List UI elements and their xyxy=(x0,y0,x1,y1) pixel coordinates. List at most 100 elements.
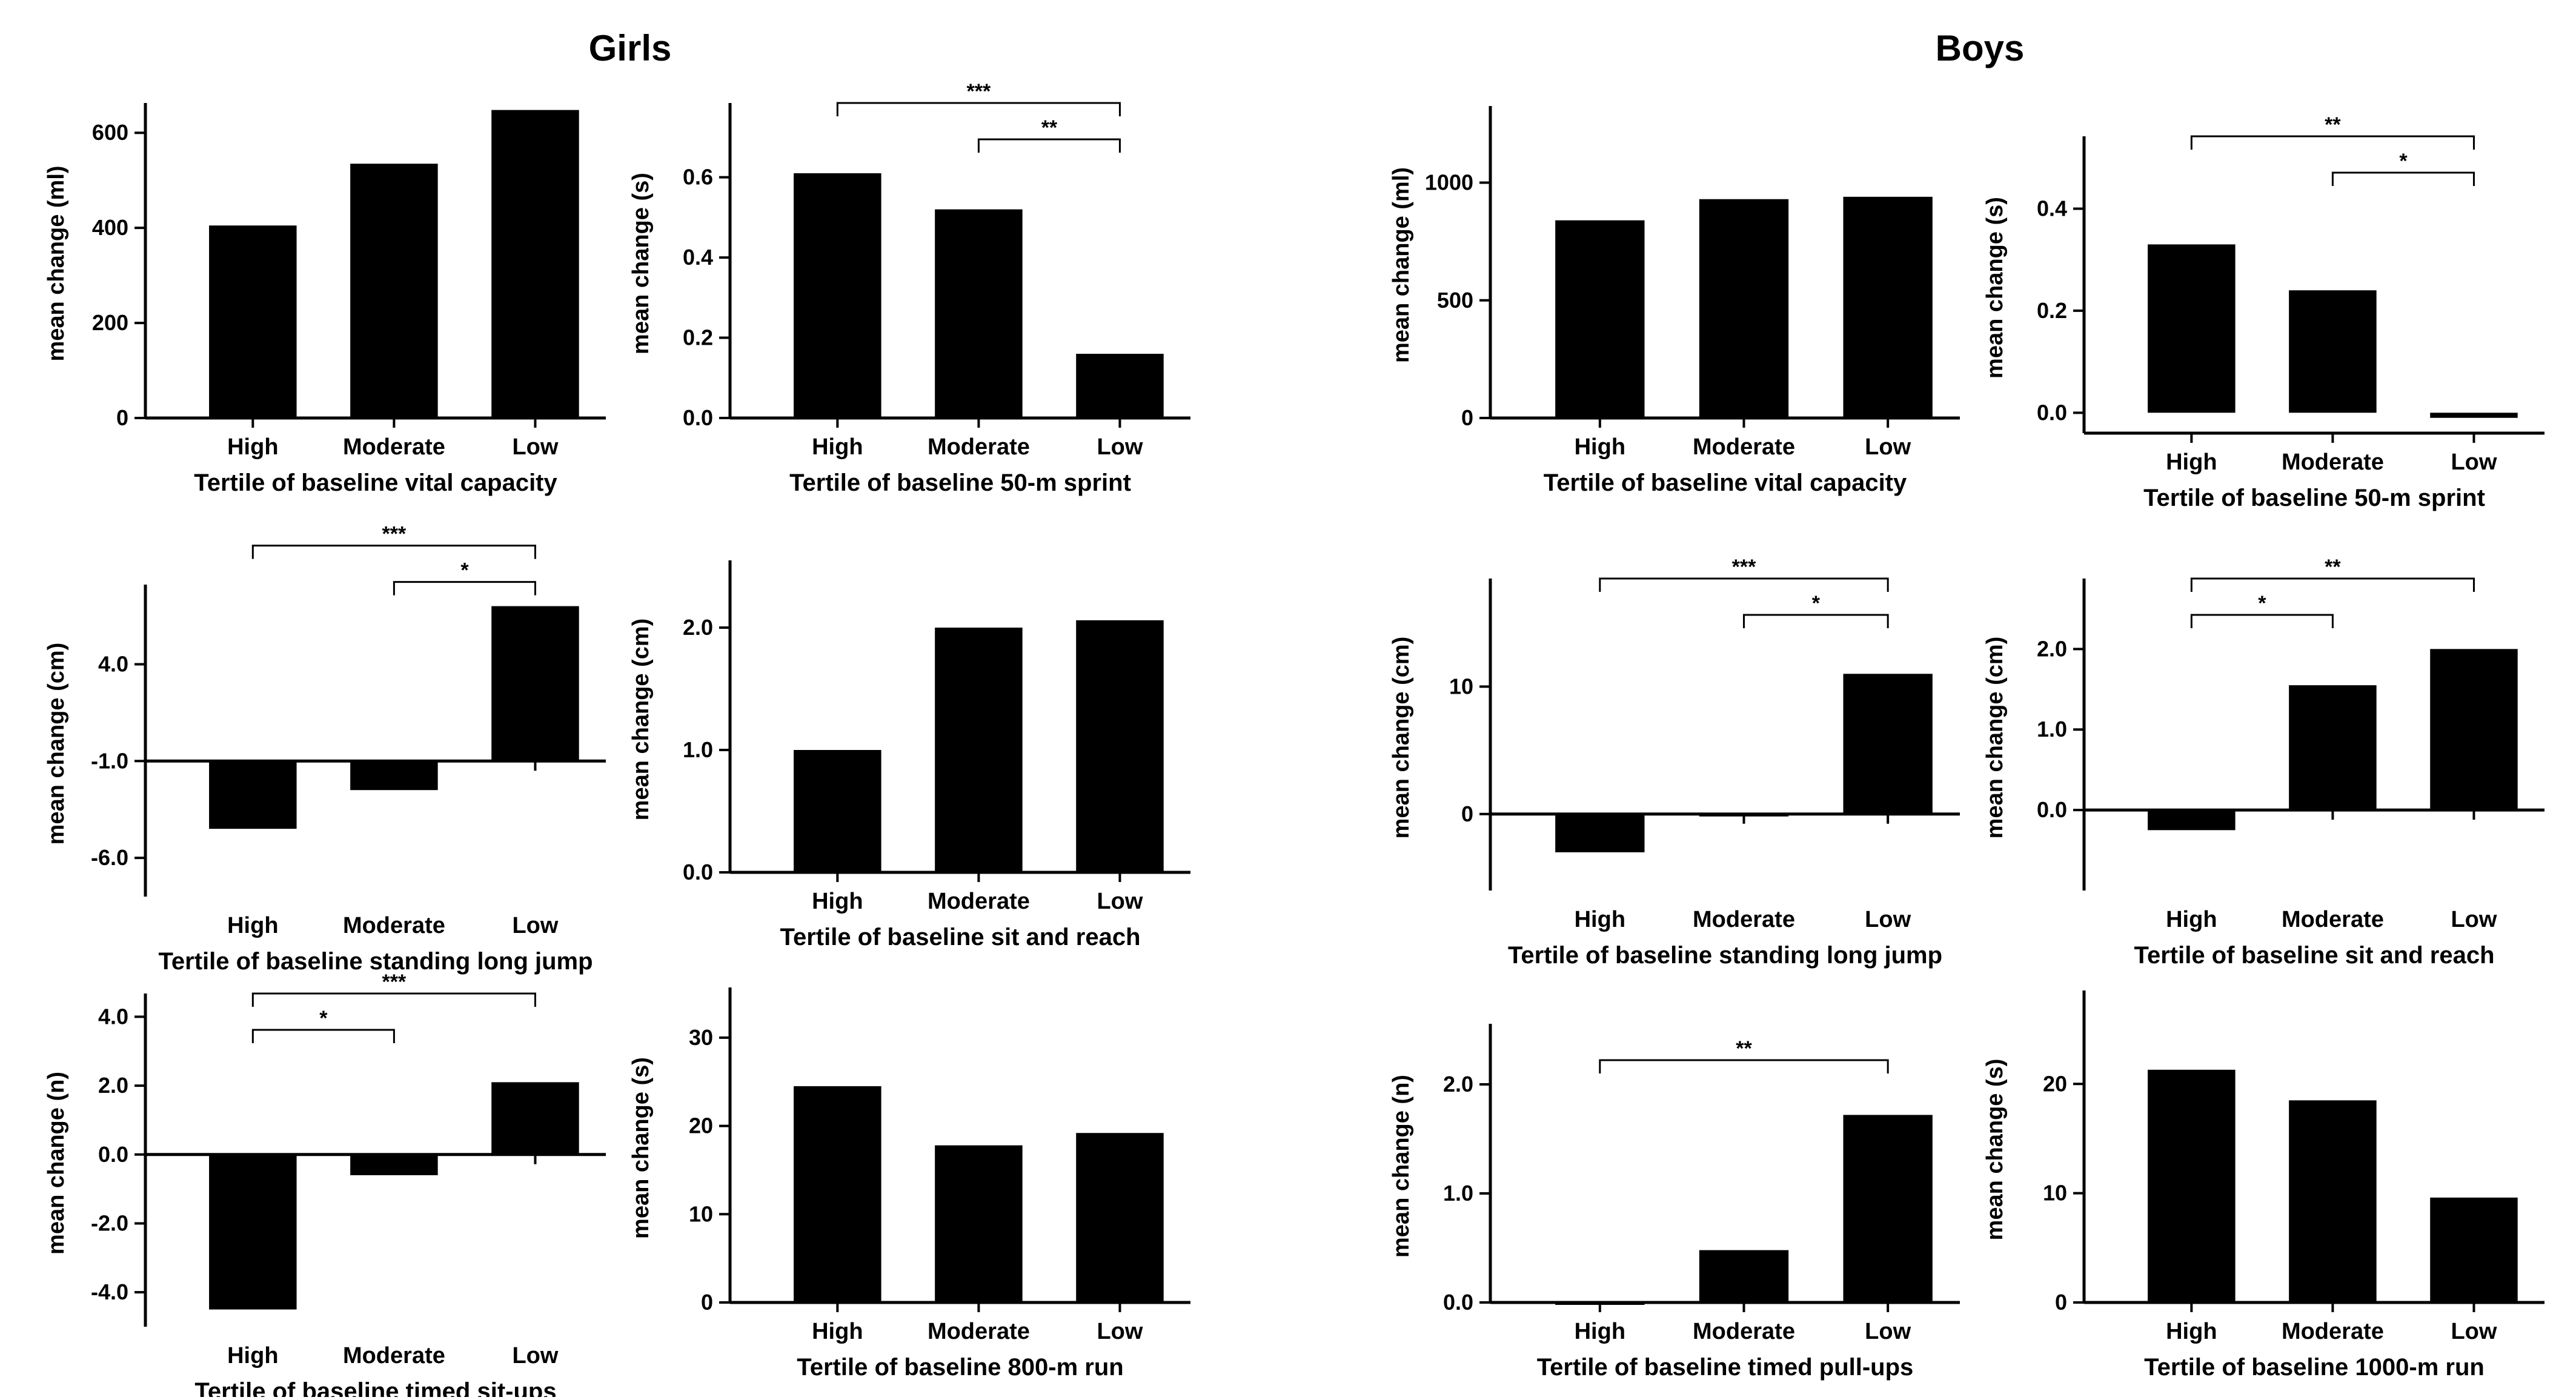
bar-1-low xyxy=(1076,354,1164,418)
category-label-5-0: High xyxy=(812,889,863,914)
chart-panel-4: -6.0 -1.0 4.0 High Moderate Low Tertile of bas… xyxy=(44,523,606,975)
category-label-7-2: Low xyxy=(2451,907,2497,932)
bar-4-high xyxy=(209,761,297,829)
x-axis-title-11: Tertile of baseline 1000-m run xyxy=(2144,1354,2485,1381)
y-tick-label-0-1: 200 xyxy=(92,310,128,335)
category-label-3-1: Moderate xyxy=(2282,450,2384,475)
bar-10-low xyxy=(1843,1115,1933,1302)
significance-label-3-0: * xyxy=(2399,150,2408,173)
bar-0-low xyxy=(491,110,579,419)
category-label-9-0: High xyxy=(812,1319,863,1344)
category-label-0-2: Low xyxy=(512,434,558,460)
bar-2-high xyxy=(1555,220,1645,418)
category-label-3-2: Low xyxy=(2451,450,2497,475)
category-label-10-1: Moderate xyxy=(1693,1319,1795,1344)
x-axis-title-2: Tertile of baseline vital capacity xyxy=(1544,469,1907,496)
category-label-5-2: Low xyxy=(1097,889,1143,914)
y-tick-label-10-2: 2.0 xyxy=(1443,1072,1473,1096)
bar-11-moderate xyxy=(2289,1100,2377,1302)
y-tick-label-8-3: 2.0 xyxy=(98,1073,128,1098)
y-tick-label-8-2: 0.0 xyxy=(98,1142,128,1167)
significance-bracket-7-0 xyxy=(2190,614,2334,628)
y-tick-label-0-0: 0 xyxy=(116,405,128,430)
bar-5-moderate xyxy=(935,628,1023,872)
y-tick-label-8-0: -4.0 xyxy=(91,1279,128,1304)
group-title-boys: Boys xyxy=(1936,28,2025,68)
category-label-6-1: Moderate xyxy=(1693,907,1795,932)
category-label-6-2: Low xyxy=(1865,907,1911,932)
significance-bracket-8-1 xyxy=(251,992,536,1007)
category-label-0-0: High xyxy=(227,434,278,460)
x-axis-title-5: Tertile of baseline sit and reach xyxy=(780,924,1141,950)
bar-9-high xyxy=(794,1086,881,1302)
bar-10-moderate xyxy=(1699,1250,1789,1302)
y-tick-label-5-0: 0.0 xyxy=(683,860,713,884)
significance-label-7-0: * xyxy=(2258,592,2266,615)
y-axis-title-2: mean change (ml) xyxy=(1389,167,1414,363)
significance-bracket-10-0 xyxy=(1599,1059,1889,1073)
y-tick-label-10-0: 0.0 xyxy=(1443,1290,1473,1315)
x-axis-title-8: Tertile of baseline timed sit-ups xyxy=(194,1378,556,1397)
y-tick-label-6-1: 10 xyxy=(1449,674,1473,698)
bar-3-moderate xyxy=(2289,290,2377,413)
bar-2-moderate xyxy=(1699,199,1789,418)
bar-3-low xyxy=(2430,413,2518,418)
category-label-8-2: Low xyxy=(512,1343,558,1368)
significance-label-8-0: * xyxy=(319,1007,328,1030)
x-axis-title-9: Tertile of baseline 800-m run xyxy=(797,1354,1123,1381)
y-tick-label-1-0: 0.0 xyxy=(683,405,713,430)
category-label-3-0: High xyxy=(2166,450,2217,475)
y-axis-title-10: mean change (n) xyxy=(1389,1075,1414,1258)
bar-6-low xyxy=(1843,674,1933,814)
category-label-9-1: Moderate xyxy=(928,1319,1030,1344)
y-tick-label-2-2: 1000 xyxy=(1425,170,1473,195)
y-tick-label-3-1: 0.2 xyxy=(2037,298,2067,323)
y-tick-label-5-1: 1.0 xyxy=(683,737,713,762)
y-axis-title-1: mean change (s) xyxy=(628,173,654,354)
category-label-10-0: High xyxy=(1575,1319,1625,1344)
category-label-4-1: Moderate xyxy=(343,913,445,938)
y-axis-title-6: mean change (cm) xyxy=(1389,637,1414,839)
bar-5-low xyxy=(1076,620,1164,872)
y-tick-label-2-1: 500 xyxy=(1437,288,1473,313)
category-label-7-0: High xyxy=(2166,907,2217,932)
category-label-1-1: Moderate xyxy=(928,434,1030,460)
significance-bracket-6-1 xyxy=(1599,577,1889,592)
category-label-2-1: Moderate xyxy=(1693,434,1795,460)
chart-panel-1: 0.0 0.2 0.4 0.6 High Moderate Low Tertile of ba… xyxy=(628,80,1190,496)
significance-label-8-1: *** xyxy=(382,970,407,994)
category-label-11-0: High xyxy=(2166,1319,2217,1344)
bar-5-high xyxy=(794,750,881,872)
significance-label-6-0: * xyxy=(1812,592,1821,615)
y-axis-title-5: mean change (cm) xyxy=(628,619,654,821)
bar-9-moderate xyxy=(935,1145,1023,1302)
category-label-8-0: High xyxy=(227,1343,278,1368)
significance-bracket-3-1 xyxy=(2190,135,2475,150)
bar-8-low xyxy=(491,1082,579,1155)
chart-panel-11: 0 10 20 High Moderate Low Tertile of baseline … xyxy=(1982,990,2544,1381)
x-axis-title-4: Tertile of baseline standing long jump xyxy=(158,948,593,975)
bar-2-low xyxy=(1843,196,1933,418)
y-tick-label-4-1: -1.0 xyxy=(91,748,128,773)
chart-panel-10: 0.0 1.0 2.0 High Moderate Low Tertile of basel… xyxy=(1389,1024,1960,1381)
bar-0-high xyxy=(209,225,297,418)
y-tick-label-9-2: 20 xyxy=(689,1113,713,1138)
bar-7-moderate xyxy=(2289,685,2377,811)
y-tick-label-1-2: 0.4 xyxy=(683,245,713,270)
chart-panel-0: 0 200 400 600 High Moderate Low Tertile of base… xyxy=(44,103,606,496)
bar-3-high xyxy=(2148,244,2236,413)
chart-panel-7: 0.0 1.0 2.0 High Moderate Low Tertile of basel… xyxy=(1982,556,2544,969)
x-axis-title-3: Tertile of baseline 50-m sprint xyxy=(2143,485,2485,511)
bar-1-high xyxy=(794,173,881,418)
significance-label-6-1: *** xyxy=(1732,556,1756,579)
category-label-1-2: Low xyxy=(1097,434,1143,460)
y-tick-label-3-2: 0.4 xyxy=(2037,196,2067,221)
significance-bracket-4-1 xyxy=(251,545,536,559)
y-tick-label-7-0: 0.0 xyxy=(2037,797,2067,822)
significance-bracket-7-1 xyxy=(2190,577,2475,592)
chart-panel-8: -4.0 -2.0 0.0 2.0 4.0 High Moderate Low Tertile … xyxy=(44,970,606,1400)
y-tick-label-3-0: 0.0 xyxy=(2037,400,2067,425)
y-tick-label-4-2: 4.0 xyxy=(98,651,128,676)
